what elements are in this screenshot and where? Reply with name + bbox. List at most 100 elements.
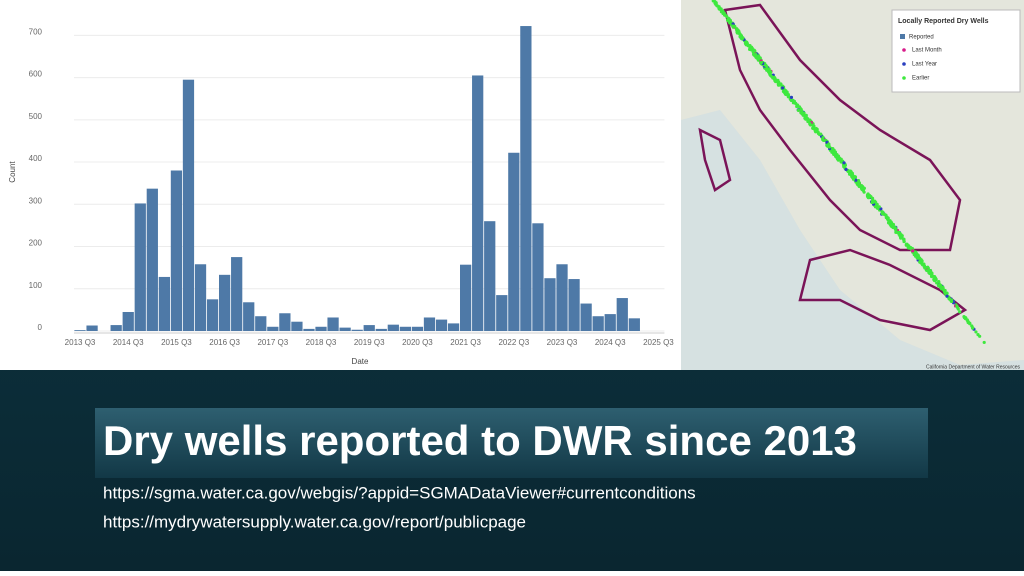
well-dot: [832, 148, 836, 152]
well-dot: [723, 13, 727, 17]
well-dot: [744, 43, 748, 47]
well-dot: [783, 89, 787, 93]
bar: [616, 298, 628, 331]
well-dot: [898, 233, 902, 238]
well-dot: [962, 316, 967, 320]
well-dot: [851, 173, 855, 177]
x-tick-label: 2014 Q3: [113, 338, 144, 347]
x-tick-label: 2019 Q3: [354, 338, 385, 347]
well-dot: [738, 32, 742, 36]
well-dot: [922, 264, 926, 269]
bar: [194, 264, 207, 331]
x-tick-label: 2020 Q3: [402, 338, 433, 347]
bar-chart: Count Date 0 100 200 300 400 500 600 700 2013 Q3…: [8, 26, 674, 366]
well-dot: [772, 77, 777, 81]
x-tick-label: 2025 Q3: [643, 338, 674, 347]
well-dot: [731, 24, 735, 28]
well-dot: [949, 298, 953, 302]
well-dot: [913, 254, 918, 258]
well-dot: [974, 330, 978, 334]
map: Locally Reported Dry Wells Reported Last…: [681, 0, 1024, 370]
bar: [472, 75, 484, 331]
well-dot: [814, 130, 818, 134]
well-dot: [796, 108, 800, 112]
well-dot: [927, 271, 931, 275]
bar: [592, 316, 604, 331]
well-dot: [945, 294, 949, 298]
well-dot: [887, 221, 891, 225]
bar: [74, 330, 86, 331]
well-dot: [753, 49, 757, 53]
well-dot: [783, 92, 788, 96]
legend-marker: [902, 76, 906, 80]
x-tick-label: 2022 Q3: [498, 338, 529, 347]
well-dot: [937, 280, 941, 284]
well-dot: [870, 196, 875, 200]
bar: [146, 188, 158, 331]
well-dot: [711, 0, 716, 2]
map-legend: [891, 9, 1021, 93]
well-dot: [826, 143, 830, 147]
well-dot: [884, 213, 888, 217]
well-dot: [792, 100, 796, 104]
bar: [423, 317, 436, 331]
bar: [604, 314, 616, 331]
well-dot: [955, 304, 959, 308]
bar: [219, 274, 231, 331]
bar: [122, 311, 134, 331]
legend-marker: [902, 62, 906, 66]
well-dot: [756, 56, 760, 60]
well-dot: [808, 123, 813, 127]
well-dot: [868, 194, 872, 198]
well-dot: [900, 234, 904, 238]
well-dot: [905, 243, 909, 247]
well-dot: [862, 186, 866, 190]
legend-title: Locally Reported Dry Wells: [898, 18, 989, 25]
well-dot: [851, 177, 856, 181]
bar: [303, 328, 315, 331]
well-dot: [804, 115, 808, 119]
bar: [110, 325, 122, 331]
well-dot: [727, 17, 731, 21]
well-dot: [920, 259, 924, 263]
bar: [206, 299, 219, 331]
well-dot: [714, 1, 718, 5]
bar: [387, 324, 399, 331]
bar: [411, 326, 424, 331]
well-dot: [811, 126, 815, 130]
well-dot: [781, 86, 785, 90]
well-dot: [877, 205, 881, 209]
well-dot: [835, 157, 840, 161]
bar: [339, 327, 351, 331]
bar: [243, 302, 255, 331]
well-dot: [929, 271, 933, 275]
legend-swatch: [900, 34, 905, 39]
well-dot: [941, 286, 945, 290]
well-dot: [966, 320, 971, 324]
well-dot: [814, 126, 818, 131]
well-dot: [880, 211, 884, 215]
x-tick-label: 2024 Q3: [595, 338, 626, 347]
bar: [375, 328, 387, 331]
bar: [399, 326, 411, 331]
well-dot: [768, 69, 772, 73]
well-dot: [896, 230, 900, 235]
well-dot: [893, 226, 897, 230]
bar: [279, 313, 291, 331]
map-terrain: [681, 110, 1024, 370]
bar: [580, 303, 592, 331]
bar: [544, 278, 556, 331]
bar: [508, 152, 520, 331]
well-dot: [956, 307, 960, 311]
y-tick-label: 200: [29, 239, 43, 248]
bar: [291, 321, 303, 331]
y-tick-label: 0: [38, 323, 43, 332]
bar: [556, 264, 568, 331]
x-tick-label: 2023 Q3: [547, 338, 578, 347]
bar: [327, 317, 339, 331]
map-credit: California Department of Water Resources: [926, 364, 1021, 370]
well-dot: [789, 95, 794, 99]
well-dot: [916, 254, 920, 258]
bar: [231, 257, 243, 331]
well-dot: [778, 83, 783, 87]
